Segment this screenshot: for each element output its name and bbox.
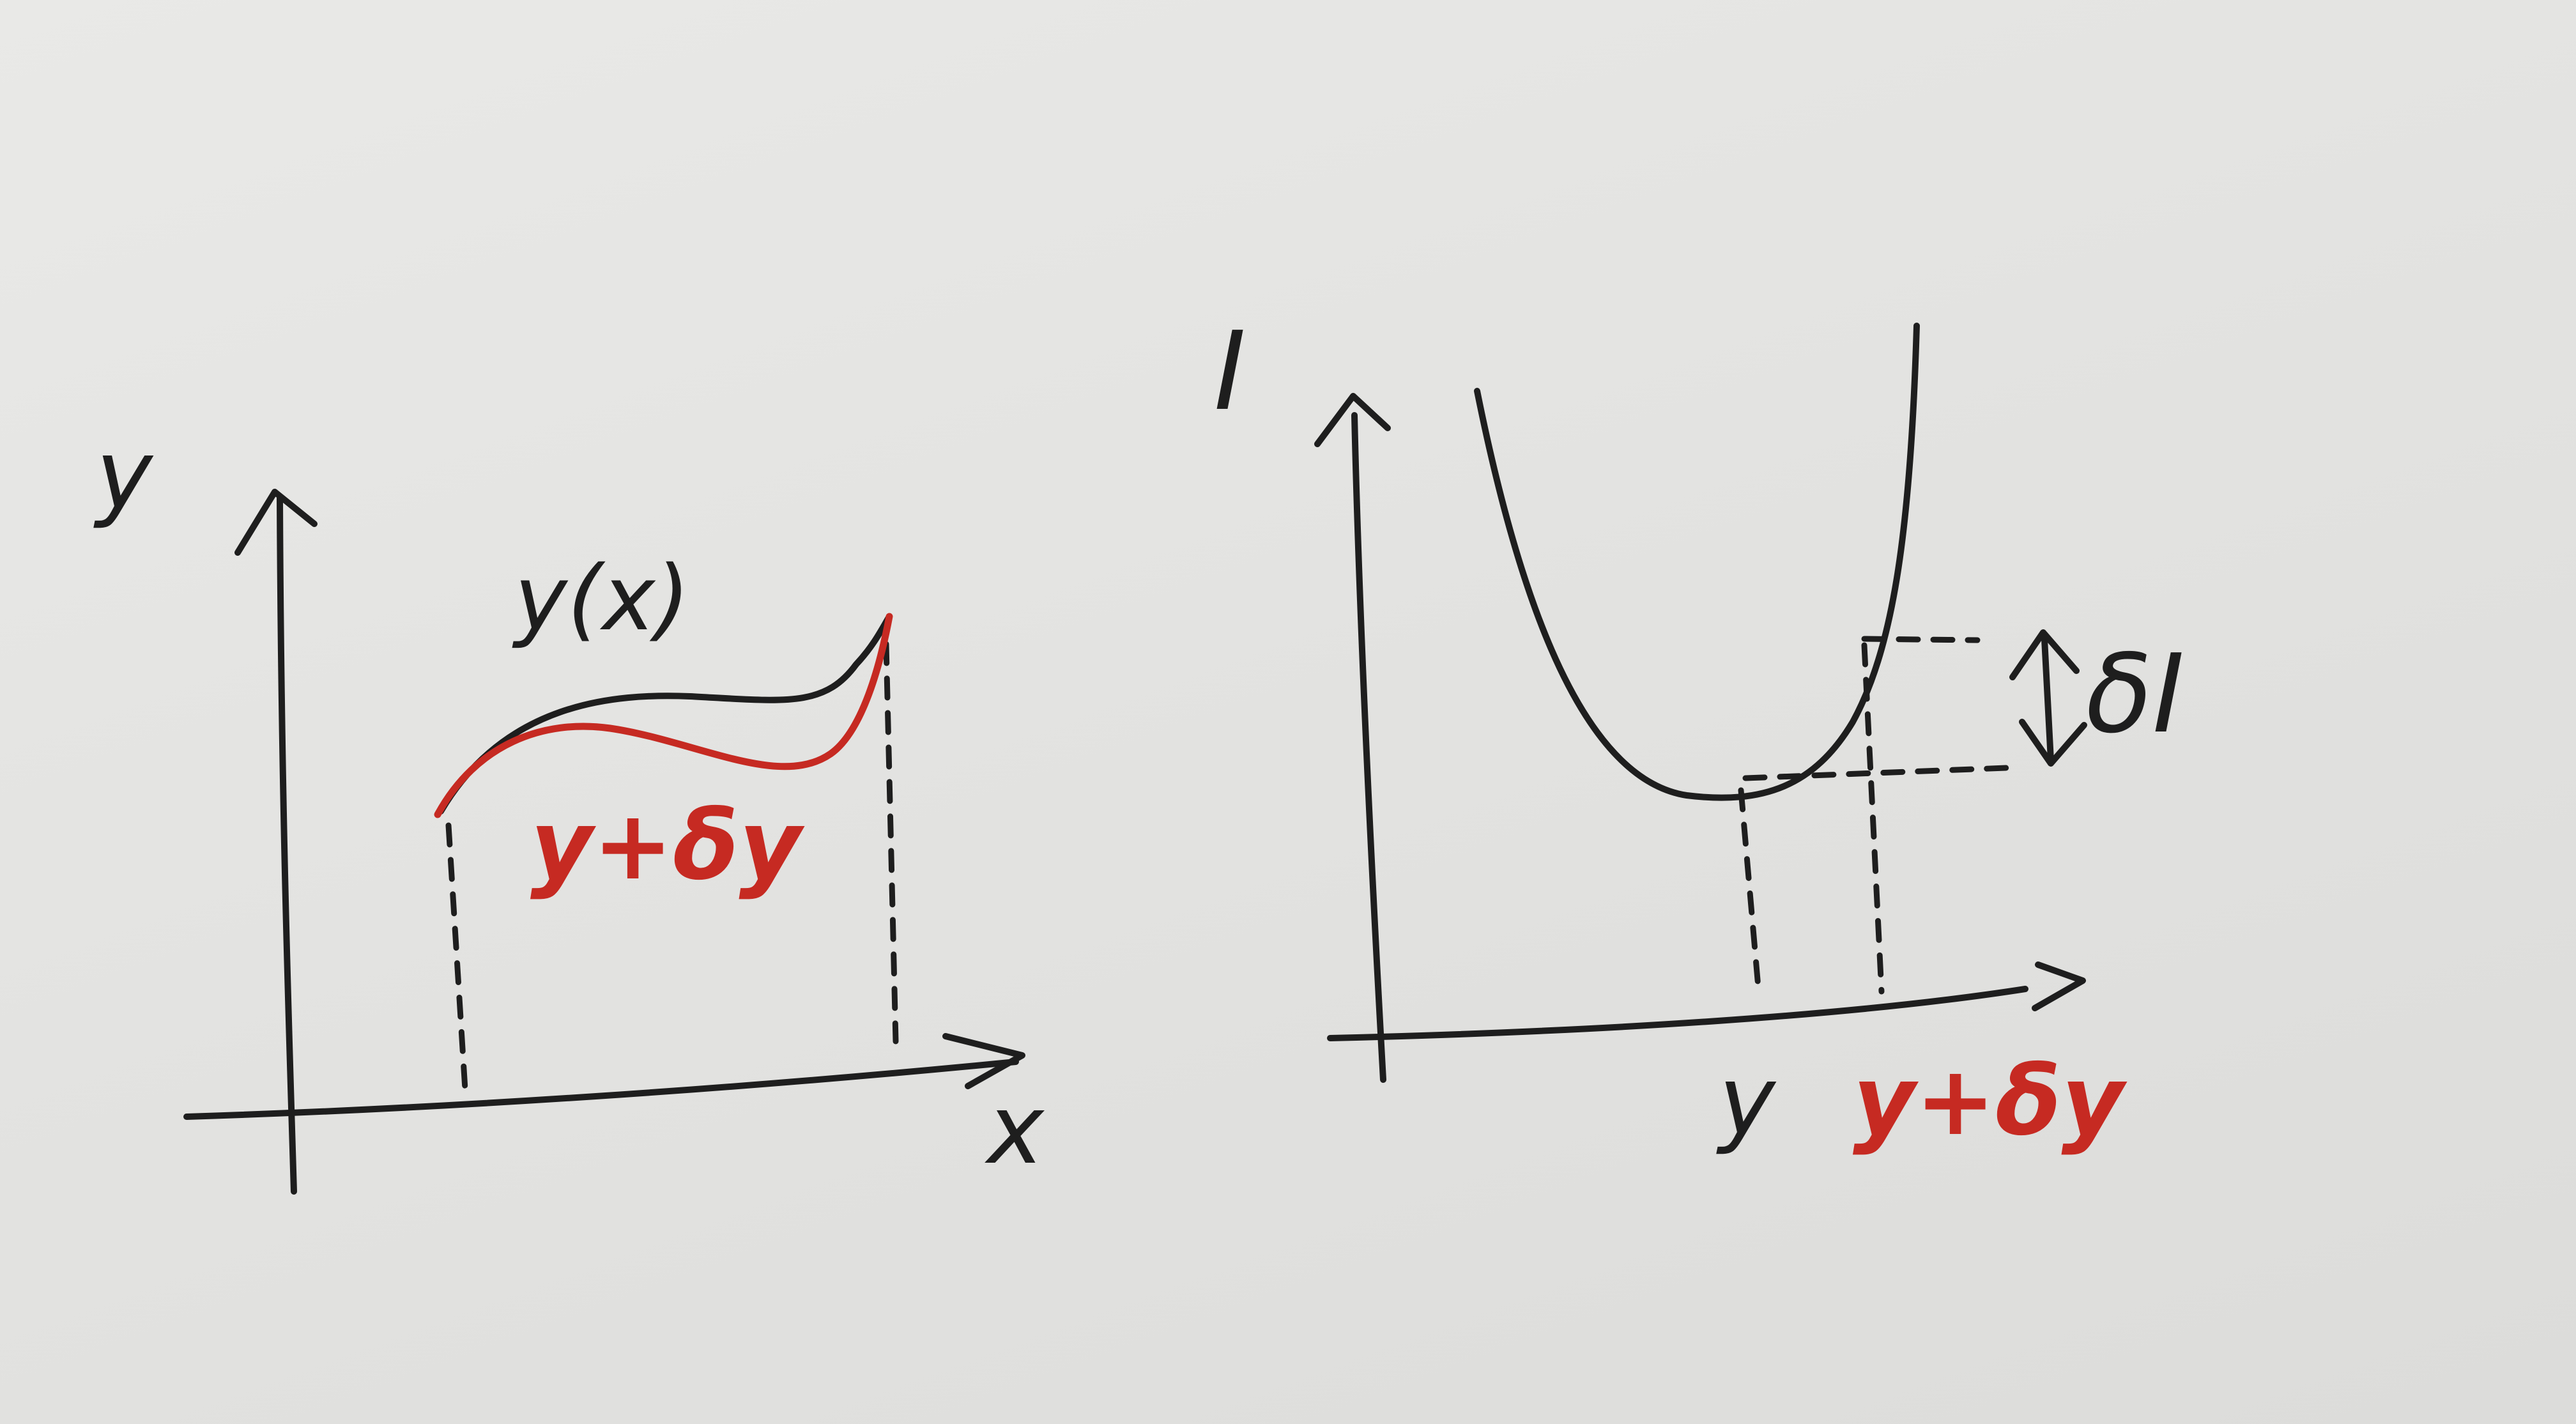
curve-y-of-x (438, 613, 893, 815)
right-i-axis-arrowhead (1314, 393, 1391, 447)
right-dashed-line-y (1738, 787, 1761, 990)
curve-label-y-of-x: y(x) (512, 547, 690, 651)
left-diagram: y x y(x) y+δy (93, 420, 1045, 1195)
curve-label-y-plus-delta-y: y+δy (530, 790, 806, 901)
left-x-axis (183, 1059, 1019, 1120)
left-y-axis (277, 495, 297, 1195)
delta-i-arrowhead-top (2009, 629, 2080, 680)
y-tick-label: y (1716, 1046, 1777, 1157)
dashed-level-upper (1861, 636, 1981, 643)
y-plus-delta-y-tick-label: y+δy (1853, 1046, 2128, 1157)
right-i-axis-label: I (1214, 309, 1246, 435)
delta-i-arrow (2041, 636, 2054, 763)
right-dashed-line-y-plus-delta-y (1861, 642, 1885, 995)
right-i-axis (1351, 412, 1386, 1083)
right-y-axis (1327, 986, 2028, 1041)
curve-y-plus-delta-y (434, 613, 893, 818)
left-y-axis-arrowhead (234, 489, 318, 556)
right-y-axis-arrowhead (2032, 961, 2086, 1011)
left-y-axis-label: y (93, 420, 154, 531)
left-dashed-line-start (445, 822, 468, 1092)
left-x-axis-label: x (985, 1075, 1045, 1186)
functional-curve (1474, 323, 1920, 801)
left-x-axis-arrowhead (942, 1033, 1025, 1089)
left-dashed-line-end (883, 641, 899, 1045)
delta-i-arrowhead-bottom (2019, 719, 2087, 767)
dashed-level-lower (1742, 765, 2009, 781)
delta-i-label: δI (2086, 631, 2184, 758)
right-diagram: I δI y y+δy (1214, 309, 2184, 1157)
